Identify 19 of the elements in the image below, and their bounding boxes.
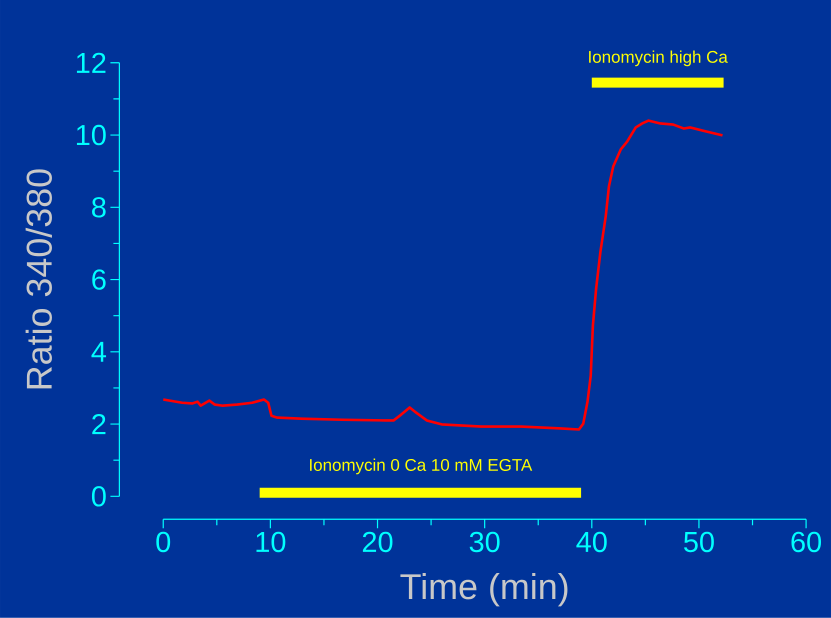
x-tick-label: 0 bbox=[156, 532, 170, 552]
y-tick-label: 8 bbox=[92, 197, 106, 218]
x-axis-title: Time (min) bbox=[400, 573, 568, 606]
y-axis-title: Ratio 340/380 bbox=[26, 169, 52, 388]
x-tick-label: 40 bbox=[576, 532, 607, 552]
series-label: Ionomycin high Ca bbox=[589, 50, 728, 66]
series-label: Ionomycin 0 Ca 10 mM EGTA bbox=[310, 458, 532, 474]
x-tick-label: 30 bbox=[470, 532, 500, 552]
x-tick-label: 60 bbox=[791, 532, 822, 552]
y-tick-label: 10 bbox=[76, 124, 106, 146]
x-tick-label: 20 bbox=[362, 532, 392, 552]
y-tick-label: 0 bbox=[92, 486, 106, 507]
y-tick-label: 4 bbox=[91, 342, 106, 362]
y-tick-label: 6 bbox=[92, 269, 106, 290]
x-tick-label: 10 bbox=[256, 532, 286, 552]
y-tick-label: 12 bbox=[76, 52, 106, 73]
x-tick-label: 50 bbox=[684, 532, 714, 552]
line-series bbox=[162, 119, 724, 431]
y-tick-label: 2 bbox=[92, 414, 106, 434]
